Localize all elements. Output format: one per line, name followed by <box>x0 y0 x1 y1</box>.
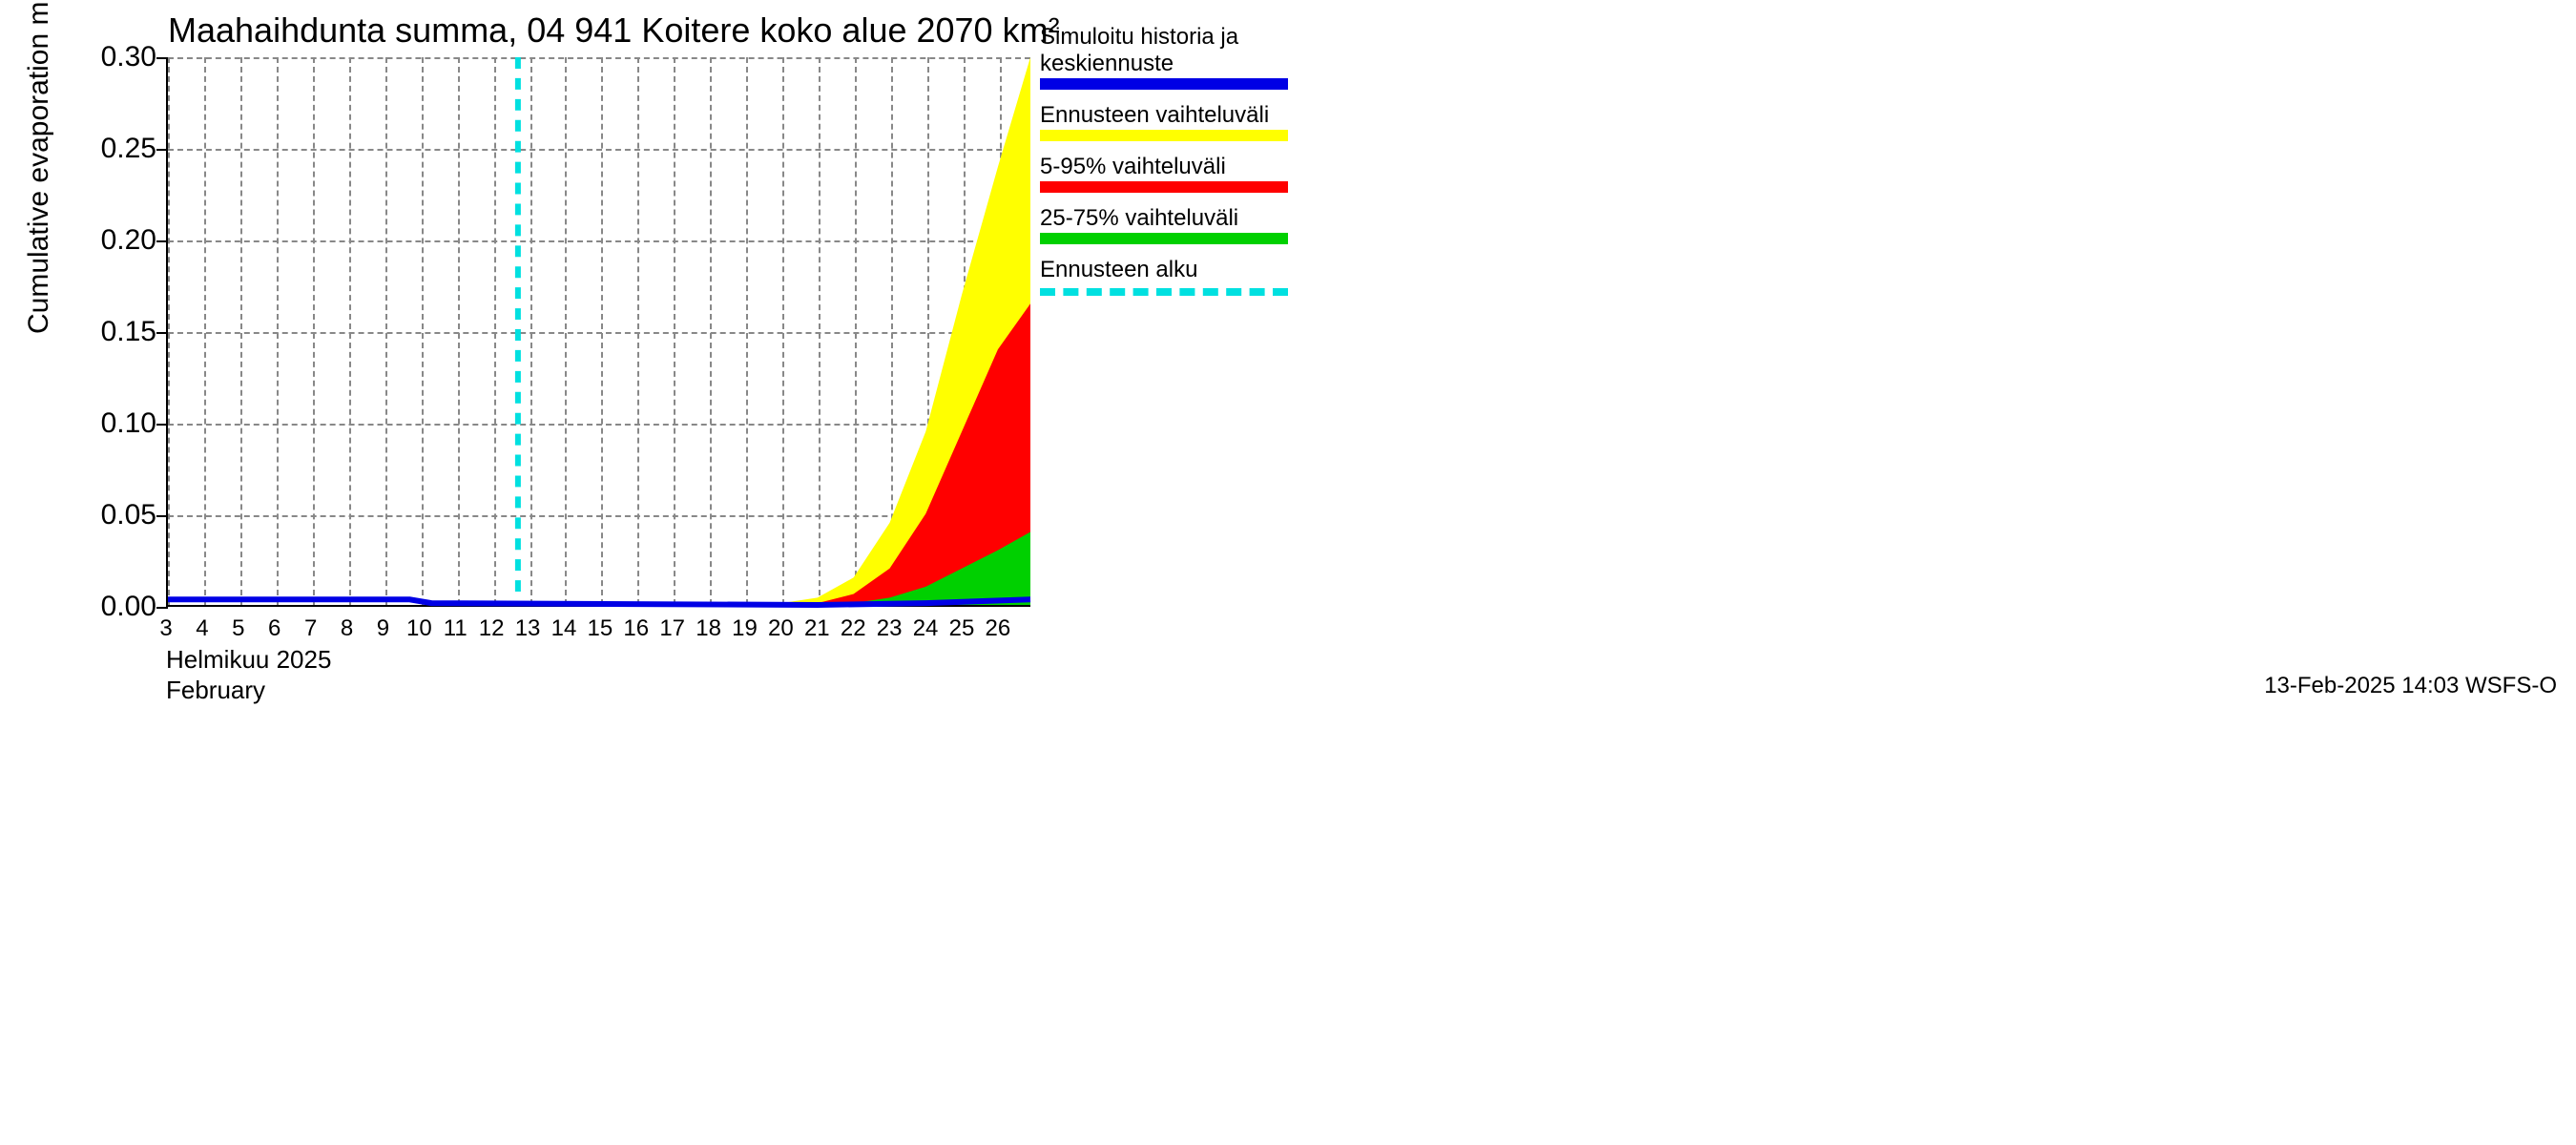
xtick-label: 8 <box>341 614 353 641</box>
ytick-label: 0.10 <box>101 407 156 440</box>
ytick <box>156 607 168 609</box>
xtick-label: 11 <box>444 614 467 641</box>
ytick-label: 0.15 <box>101 316 156 348</box>
legend-label: Simuloitu historia ja keskiennuste <box>1040 23 1288 76</box>
xtick-label: 19 <box>732 614 758 641</box>
chart-plot-area <box>166 57 1030 607</box>
xtick-label: 15 <box>588 614 613 641</box>
xtick-label: 5 <box>232 614 244 641</box>
xtick-label: 22 <box>841 614 866 641</box>
timestamp-label: 13-Feb-2025 14:03 WSFS-O <box>2264 672 2557 698</box>
ytick-label: 0.30 <box>101 41 156 73</box>
ytick-label: 0.20 <box>101 224 156 257</box>
ytick-label: 0.25 <box>101 133 156 165</box>
ytick <box>156 240 168 242</box>
xtick-label: 9 <box>377 614 389 641</box>
legend-label: Ennusteen vaihteluväli <box>1040 101 1288 128</box>
legend-swatch <box>1040 78 1288 90</box>
xtick-label: 26 <box>986 614 1011 641</box>
xtick-label: 3 <box>159 614 172 641</box>
ytick <box>156 57 168 59</box>
xtick-label: 21 <box>804 614 830 641</box>
xtick-label: 10 <box>406 614 432 641</box>
xtick-label: 23 <box>877 614 903 641</box>
legend-item: 25-75% vaihteluväli <box>1040 204 1288 244</box>
x-axis-month-fi: Helmikuu 2025 <box>166 645 331 674</box>
legend-label: Ennusteen alku <box>1040 256 1288 282</box>
legend-swatch <box>1040 233 1288 244</box>
ytick <box>156 332 168 334</box>
legend-item: 5-95% vaihteluväli <box>1040 153 1288 193</box>
xtick-label: 7 <box>304 614 317 641</box>
legend-item: Ennusteen alku <box>1040 256 1288 296</box>
legend-swatch <box>1040 130 1288 141</box>
ytick <box>156 424 168 426</box>
y-axis-label: Cumulative evaporation mm <box>23 0 55 334</box>
legend-label: 5-95% vaihteluväli <box>1040 153 1288 179</box>
legend-item: Ennusteen vaihteluväli <box>1040 101 1288 141</box>
chart-title: Maahaihdunta summa, 04 941 Koitere koko … <box>168 11 1060 52</box>
xtick-label: 4 <box>196 614 208 641</box>
x-axis-month-en: February <box>166 676 265 704</box>
legend-item: Simuloitu historia ja keskiennuste <box>1040 23 1288 90</box>
xtick-label: 14 <box>551 614 577 641</box>
xtick-label: 13 <box>515 614 541 641</box>
xtick-label: 12 <box>479 614 505 641</box>
xtick-label: 6 <box>268 614 280 641</box>
ytick-label: 0.00 <box>101 591 156 623</box>
ytick-label: 0.05 <box>101 499 156 531</box>
legend-swatch <box>1040 181 1288 193</box>
xtick-label: 17 <box>659 614 685 641</box>
ytick <box>156 515 168 517</box>
xtick-label: 25 <box>949 614 975 641</box>
legend: Simuloitu historia ja keskiennuste Ennust… <box>1040 23 1288 307</box>
legend-label: 25-75% vaihteluväli <box>1040 204 1288 231</box>
legend-swatch <box>1040 288 1288 296</box>
xtick-label: 20 <box>768 614 794 641</box>
ytick <box>156 149 168 151</box>
xtick-label: 18 <box>696 614 721 641</box>
xtick-label: 16 <box>623 614 649 641</box>
xtick-label: 24 <box>913 614 939 641</box>
chart-svg <box>168 57 1030 605</box>
